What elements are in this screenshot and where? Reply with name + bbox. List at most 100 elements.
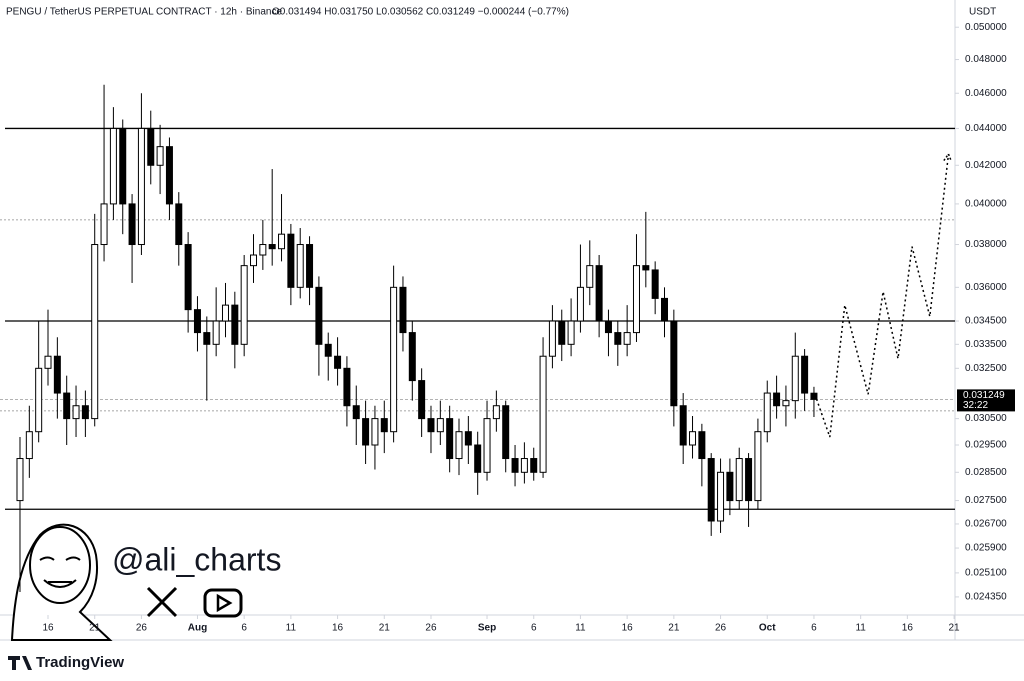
candle-body xyxy=(446,418,454,460)
candle-body xyxy=(661,297,669,322)
candle-body xyxy=(72,405,80,420)
y-tick-label: 0.044000 xyxy=(965,123,1007,134)
x-tick-label: 26 xyxy=(136,623,148,634)
candle-body xyxy=(287,233,295,288)
candle-body xyxy=(558,320,566,345)
candle-body xyxy=(175,203,183,246)
candle-body xyxy=(464,431,472,446)
y-tick-label: 0.030500 xyxy=(965,413,1007,424)
candle-body xyxy=(791,355,799,402)
x-icon xyxy=(146,586,178,618)
y-tick-label: 0.046000 xyxy=(965,88,1007,99)
candle-body xyxy=(735,458,743,502)
y-tick-label: 0.027500 xyxy=(965,495,1007,506)
x-tick-label: 21 xyxy=(379,623,391,634)
candle-body xyxy=(362,418,370,446)
candle-body xyxy=(530,458,538,473)
x-tick-label: 16 xyxy=(622,623,634,634)
y-tick-label: 0.034500 xyxy=(965,316,1007,327)
y-tick-label: 0.025900 xyxy=(965,543,1007,554)
candle-body xyxy=(109,127,117,205)
last-price-label: 0.031249 xyxy=(963,390,1005,401)
candle-body xyxy=(259,244,267,256)
watermark-handle: @ali_charts xyxy=(112,541,281,577)
candle-body xyxy=(137,127,145,246)
x-tick-label: 21 xyxy=(949,623,961,634)
candle-body xyxy=(614,332,622,345)
candle-body xyxy=(128,203,136,246)
candle-body xyxy=(324,343,332,357)
candle-body xyxy=(455,431,463,460)
brand: TradingView xyxy=(36,654,124,671)
candle-body xyxy=(35,367,43,433)
candle-body xyxy=(390,286,398,433)
candle-body xyxy=(315,286,323,345)
candle-body xyxy=(221,304,229,322)
candle-body xyxy=(689,431,697,446)
candle-body xyxy=(268,244,276,250)
candle-body xyxy=(632,265,640,334)
currency: USDT xyxy=(969,7,996,18)
candle-body xyxy=(539,355,547,473)
candle-body xyxy=(212,320,220,345)
x-tick-label: 16 xyxy=(332,623,344,634)
candle-body xyxy=(595,265,603,322)
candle-body xyxy=(408,332,416,382)
candle-body xyxy=(511,458,519,473)
x-tick-label: 6 xyxy=(241,623,247,634)
candle-body xyxy=(586,265,594,288)
youtube-icon xyxy=(203,588,243,618)
youtube-icon xyxy=(216,593,233,613)
candle-body xyxy=(91,244,99,420)
candle-body xyxy=(651,269,659,299)
candle-body xyxy=(231,304,239,345)
y-tick-label: 0.048000 xyxy=(965,54,1007,65)
x-tick-label: 6 xyxy=(531,623,537,634)
candle-body xyxy=(604,320,612,334)
x-tick-label: 21 xyxy=(89,623,101,634)
y-tick-label: 0.026700 xyxy=(965,519,1007,530)
x-tick-label: 16 xyxy=(42,623,54,634)
candle-body xyxy=(679,405,687,446)
candle-body xyxy=(502,405,510,460)
candle-body xyxy=(380,418,388,433)
candle-body xyxy=(474,444,482,473)
x-tick-label: Oct xyxy=(759,623,776,634)
candle-body xyxy=(156,146,164,166)
candle-body xyxy=(726,471,734,502)
candle-body xyxy=(763,392,771,433)
candle-body xyxy=(670,320,678,407)
candle-body xyxy=(427,418,435,433)
candle-body xyxy=(184,244,192,311)
y-tick-label: 0.042000 xyxy=(965,160,1007,171)
candle-body xyxy=(698,431,706,460)
candle-body xyxy=(773,392,781,407)
x-tick-label: 11 xyxy=(286,623,297,634)
candle-body xyxy=(436,418,444,433)
candle-body xyxy=(53,355,61,394)
watermark-avatar xyxy=(10,523,113,641)
y-tick-label: 0.028500 xyxy=(965,467,1007,478)
x-tick-label: 6 xyxy=(811,623,817,634)
x-tick-label: 11 xyxy=(575,623,586,634)
candle-body xyxy=(782,400,790,407)
y-tick-label: 0.032500 xyxy=(965,363,1007,374)
candle-body xyxy=(119,127,127,205)
candle-body xyxy=(745,458,753,502)
candle-body xyxy=(343,367,351,407)
candle-body xyxy=(165,146,173,205)
candle-body xyxy=(371,418,379,446)
x-tick-label: 21 xyxy=(668,623,680,634)
candle-body xyxy=(707,458,715,522)
candle-body xyxy=(483,418,491,473)
candle-body xyxy=(352,405,360,420)
candle-body xyxy=(418,380,426,420)
candle-body xyxy=(306,244,314,288)
candle-body xyxy=(567,320,575,345)
candle-body xyxy=(100,203,108,246)
y-tick-label: 0.029500 xyxy=(965,440,1007,451)
candle-body xyxy=(240,265,248,345)
candle-body xyxy=(44,355,52,369)
